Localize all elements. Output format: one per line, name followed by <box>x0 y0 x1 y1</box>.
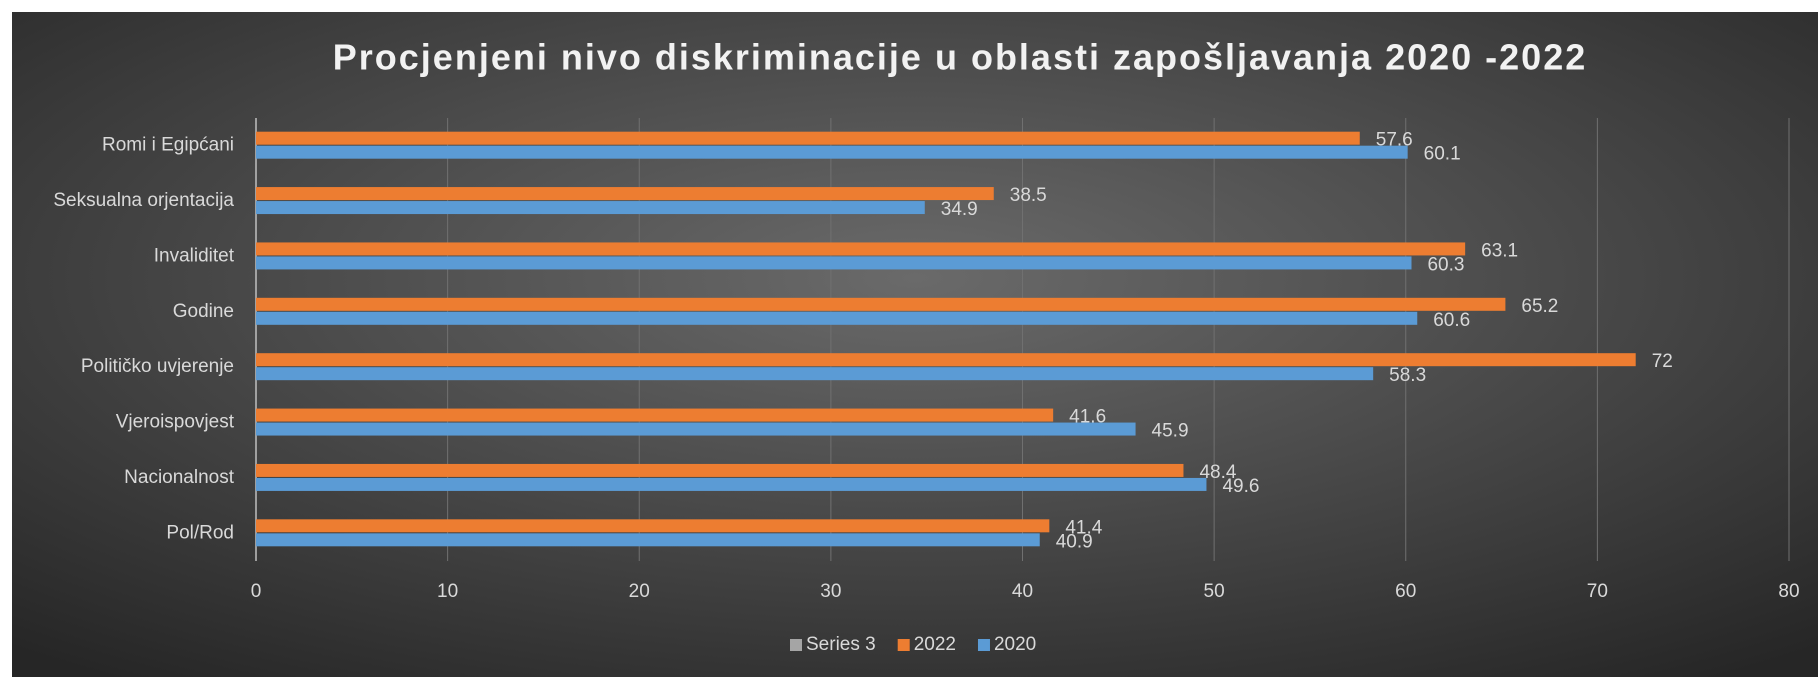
bar <box>256 519 1050 533</box>
bar <box>256 408 1054 422</box>
bar <box>256 422 1136 436</box>
x-tick-label: 40 <box>1012 581 1033 602</box>
x-tick-label: 0 <box>251 581 262 602</box>
x-tick-label: 20 <box>629 581 650 602</box>
bar <box>256 311 1418 325</box>
bar <box>256 297 1506 311</box>
bar <box>256 131 1360 145</box>
data-label: 60.1 <box>1424 144 1461 165</box>
y-tick-label: Invaliditet <box>154 245 235 266</box>
x-tick-label: 50 <box>1204 581 1225 602</box>
data-label: 63.1 <box>1481 240 1518 261</box>
bar <box>256 145 1408 159</box>
x-tick-label: 10 <box>437 581 458 602</box>
bar <box>256 533 1040 547</box>
bar <box>256 477 1207 491</box>
data-label: 45.9 <box>1152 421 1189 442</box>
bar <box>256 256 1412 270</box>
legend-label: 2022 <box>914 634 956 655</box>
x-tick-label: 80 <box>1778 581 1799 602</box>
x-tick-label: 30 <box>820 581 841 602</box>
y-tick-label: Seksualna orjentacija <box>53 190 234 211</box>
bar <box>256 367 1374 381</box>
data-label: 72 <box>1652 351 1673 372</box>
data-label: 41.6 <box>1069 407 1106 428</box>
legend-swatch <box>790 639 802 651</box>
data-label: 40.9 <box>1056 531 1093 552</box>
data-label: 34.9 <box>941 199 978 220</box>
data-label: 65.2 <box>1521 296 1558 317</box>
y-tick-label: Političko uvjerenje <box>81 356 234 377</box>
legend-swatch <box>977 639 990 651</box>
data-label: 38.5 <box>1010 185 1047 206</box>
legend-swatch <box>897 639 910 651</box>
data-label: 60.6 <box>1433 310 1470 331</box>
data-label: 57.6 <box>1376 130 1413 151</box>
y-tick-label: Vjeroispovjest <box>116 412 235 433</box>
data-label: 60.3 <box>1427 254 1464 275</box>
bar <box>256 353 1636 367</box>
legend-label: 2020 <box>994 634 1036 655</box>
bar <box>256 463 1184 477</box>
legend-label: Series 3 <box>806 634 876 655</box>
chart-title: Procjenjeni nivo diskriminacije u oblast… <box>333 37 1587 78</box>
data-label: 41.4 <box>1065 517 1102 538</box>
y-tick-label: Godine <box>173 301 234 322</box>
y-tick-label: Pol/Rod <box>166 522 234 543</box>
data-label: 48.4 <box>1199 462 1236 483</box>
bar <box>256 201 925 215</box>
data-label: 58.3 <box>1389 365 1426 386</box>
bar <box>256 242 1466 256</box>
y-tick-label: Nacionalnost <box>124 467 235 488</box>
x-tick-label: 70 <box>1587 581 1608 602</box>
background <box>12 12 1818 677</box>
x-tick-label: 60 <box>1395 581 1416 602</box>
y-tick-label: Romi i Egipćani <box>102 135 234 156</box>
data-label: 49.6 <box>1222 476 1259 497</box>
bar <box>256 187 994 201</box>
